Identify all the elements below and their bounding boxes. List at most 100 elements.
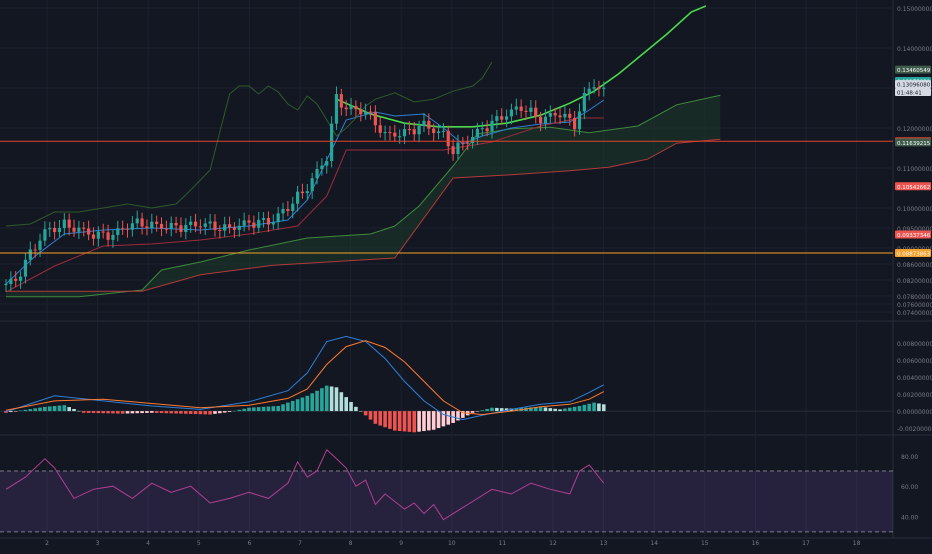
candle[interactable] (87, 220, 91, 241)
candle[interactable] (393, 124, 397, 142)
candle[interactable] (159, 217, 164, 237)
candle[interactable] (354, 100, 358, 118)
candle[interactable] (130, 216, 134, 237)
candle[interactable] (587, 82, 591, 101)
time-axis[interactable]: 2 3 4 5 6 7 8 9 10 11 12 13 14 15 16 17 18 (45, 540, 861, 547)
candle[interactable] (514, 98, 518, 116)
candle[interactable] (558, 108, 562, 125)
candle[interactable] (291, 196, 295, 219)
candle[interactable] (193, 213, 198, 233)
candle[interactable] (82, 221, 86, 237)
candle[interactable] (106, 224, 110, 247)
candle[interactable] (67, 213, 71, 236)
candle[interactable] (281, 202, 285, 222)
candle[interactable] (189, 215, 193, 233)
candle[interactable] (164, 220, 168, 234)
candle[interactable] (378, 117, 382, 138)
candle[interactable] (349, 98, 353, 115)
candle[interactable] (582, 86, 586, 120)
candle[interactable] (261, 212, 266, 228)
candle[interactable] (524, 105, 528, 120)
candle[interactable] (310, 172, 314, 200)
candle[interactable] (198, 219, 202, 234)
candle[interactable] (276, 206, 280, 230)
candle[interactable] (495, 109, 499, 129)
candle[interactable] (208, 213, 212, 230)
macd-pane[interactable] (0, 335, 893, 433)
candle[interactable] (300, 183, 305, 199)
candle[interactable] (504, 109, 509, 127)
candle[interactable] (344, 100, 348, 117)
candle[interactable] (422, 113, 426, 133)
candle[interactable] (174, 216, 178, 234)
candle[interactable] (257, 211, 261, 234)
candle[interactable] (364, 103, 368, 120)
candle[interactable] (266, 211, 271, 232)
candle[interactable] (480, 121, 484, 137)
candle[interactable] (140, 212, 144, 235)
candle[interactable] (539, 111, 543, 132)
candle[interactable] (339, 88, 343, 116)
candle[interactable] (14, 271, 18, 287)
candle[interactable] (432, 123, 436, 141)
candle[interactable] (320, 158, 324, 176)
candle[interactable] (9, 271, 13, 291)
candle[interactable] (169, 216, 173, 237)
candlesticks[interactable] (4, 79, 606, 292)
candle[interactable] (242, 212, 246, 232)
candle[interactable] (218, 225, 222, 239)
candle[interactable] (534, 100, 538, 124)
candle[interactable] (330, 116, 334, 168)
candle[interactable] (436, 123, 441, 140)
candle[interactable] (466, 135, 470, 151)
candle[interactable] (485, 120, 489, 137)
candle[interactable] (427, 113, 431, 136)
candle[interactable] (223, 216, 227, 238)
candle[interactable] (33, 243, 37, 258)
candle[interactable] (548, 105, 552, 123)
candle[interactable] (529, 99, 533, 118)
candle[interactable] (232, 222, 237, 238)
candle[interactable] (456, 134, 460, 160)
candle[interactable] (325, 156, 329, 174)
candle[interactable] (441, 123, 445, 138)
candle[interactable] (155, 215, 159, 232)
candle[interactable] (407, 121, 411, 135)
candle[interactable] (573, 110, 577, 137)
candle[interactable] (179, 217, 183, 238)
candle[interactable] (77, 220, 81, 240)
candle[interactable] (373, 105, 377, 133)
candle[interactable] (470, 129, 475, 149)
candle[interactable] (602, 81, 606, 97)
candle[interactable] (23, 252, 28, 284)
candle[interactable] (305, 183, 309, 201)
candle[interactable] (227, 216, 232, 234)
candle[interactable] (247, 214, 251, 231)
candle[interactable] (577, 103, 582, 135)
candle[interactable] (553, 107, 557, 124)
candle[interactable] (203, 218, 207, 235)
candle[interactable] (500, 108, 504, 125)
candle[interactable] (72, 219, 76, 238)
candle[interactable] (286, 201, 290, 217)
candle[interactable] (543, 109, 548, 130)
candle[interactable] (446, 125, 450, 155)
candle[interactable] (519, 99, 523, 118)
candle[interactable] (368, 105, 373, 120)
candle[interactable] (252, 215, 256, 235)
candle[interactable] (125, 223, 130, 238)
candle[interactable] (417, 120, 421, 143)
candle[interactable] (388, 125, 392, 141)
candle[interactable] (237, 218, 241, 237)
rsi-pane[interactable] (0, 448, 893, 533)
candle[interactable] (359, 102, 363, 122)
candle[interactable] (62, 213, 66, 236)
candle[interactable] (451, 138, 455, 161)
candle[interactable] (402, 123, 407, 145)
candle[interactable] (592, 79, 596, 94)
horizontal-levels[interactable] (0, 140, 893, 254)
candle[interactable] (101, 223, 105, 239)
candle[interactable] (213, 214, 217, 237)
